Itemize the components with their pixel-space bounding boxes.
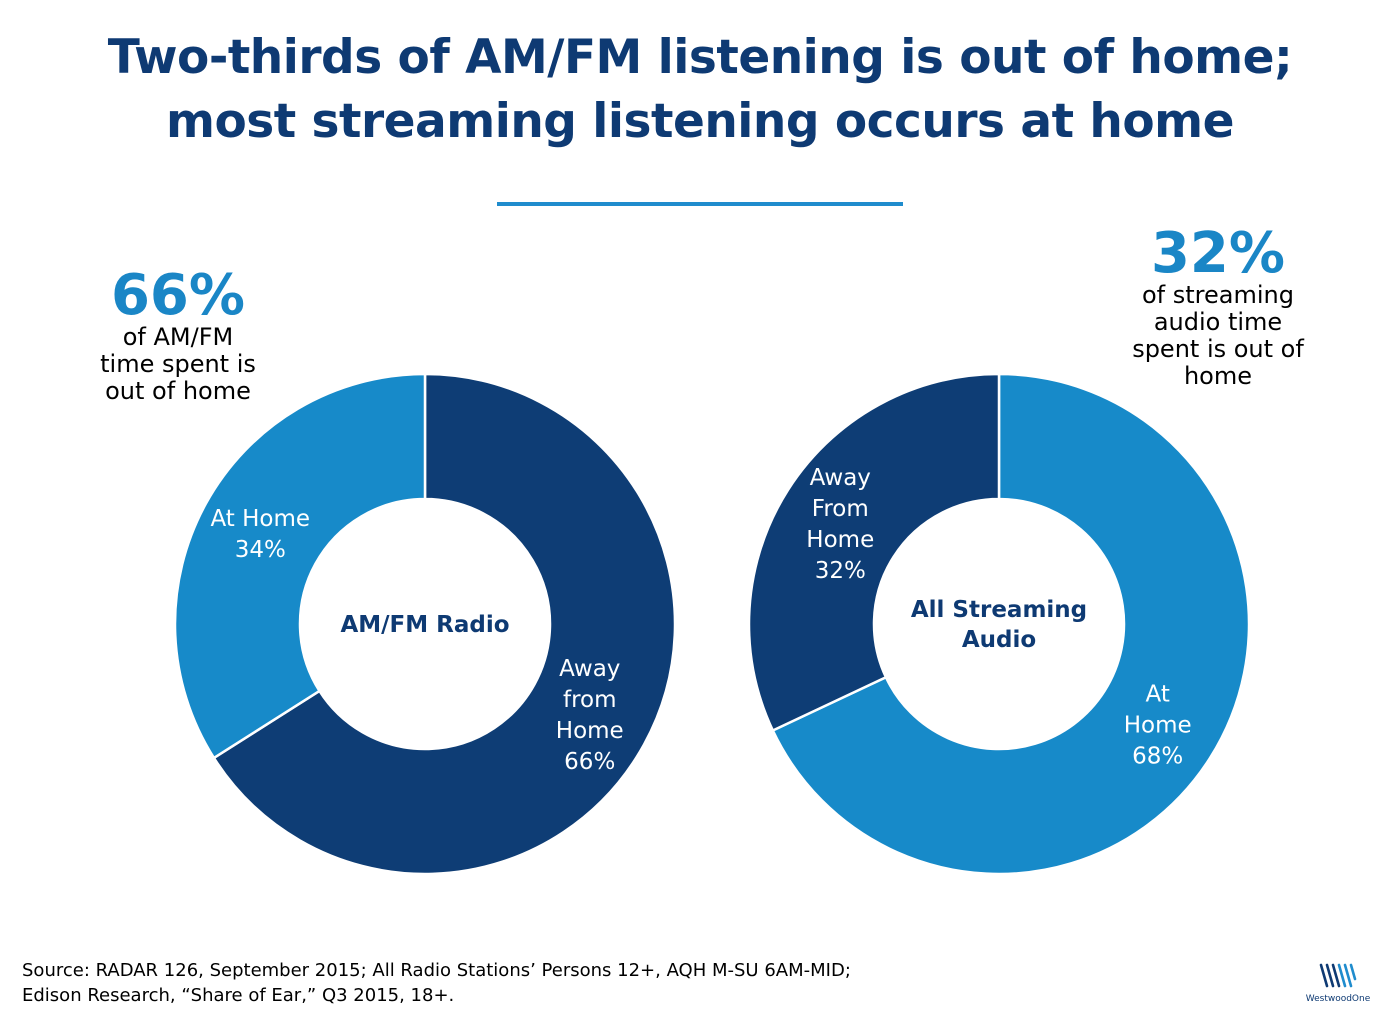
donut-slice: [212, 372, 677, 876]
donut-slice: [747, 372, 1001, 733]
slice-label: Home: [1124, 713, 1192, 739]
callout-left-line: of AM/FM: [122, 323, 234, 351]
slice-label: Away: [810, 465, 871, 491]
slice-label: from: [563, 687, 617, 713]
callout-right: 32% of streaming audio time spent is out…: [1110, 226, 1326, 390]
slice-label: Home: [806, 527, 874, 553]
donut-center-label: All Streaming: [911, 597, 1087, 623]
slice-label: From: [812, 496, 869, 522]
page-title: Two-thirds of AM/FM listening is out of …: [0, 26, 1400, 154]
slice-label: 66%: [564, 749, 615, 775]
source-note: Source: RADAR 126, September 2015; All R…: [22, 958, 851, 1008]
source-line-1: Source: RADAR 126, September 2015; All R…: [22, 960, 851, 981]
callout-right-line: of streaming: [1142, 281, 1294, 309]
title-line-2: most streaming listening occurs at home: [165, 94, 1235, 149]
slice-label: 34%: [235, 537, 286, 563]
slice-label: 68%: [1132, 744, 1183, 770]
callout-left: 66% of AM/FM time spent is out of home: [60, 268, 296, 405]
title-line-1: Two-thirds of AM/FM listening is out of …: [107, 30, 1293, 85]
title-divider: [497, 202, 903, 206]
source-line-2: Edison Research, “Share of Ear,” Q3 2015…: [22, 985, 455, 1006]
callout-left-value: 66%: [110, 263, 246, 328]
donut-slice: [173, 372, 427, 760]
callout-right-line: audio time: [1153, 308, 1283, 336]
callout-left-line: out of home: [105, 377, 251, 405]
slice-label: Away: [559, 656, 620, 682]
slice-label: At: [1146, 682, 1170, 708]
westwood-one-logo-icon: [1319, 963, 1357, 988]
callout-left-line: time spent is: [100, 350, 256, 378]
slice-label: 32%: [815, 558, 866, 584]
logo-wordmark: WestwoodOne: [1305, 994, 1371, 1004]
callout-right-value: 32%: [1150, 221, 1286, 286]
westwood-one-logo: WestwoodOne: [1303, 962, 1373, 1006]
donut-center-label: Audio: [962, 627, 1036, 653]
donut-center-label: AM/FM Radio: [340, 612, 509, 638]
slice-label: At Home: [210, 506, 310, 532]
callout-right-line: home: [1183, 362, 1253, 390]
slice-label: Home: [556, 718, 624, 744]
callout-right-line: spent is out of: [1132, 335, 1304, 363]
donut-slice: [771, 372, 1251, 876]
